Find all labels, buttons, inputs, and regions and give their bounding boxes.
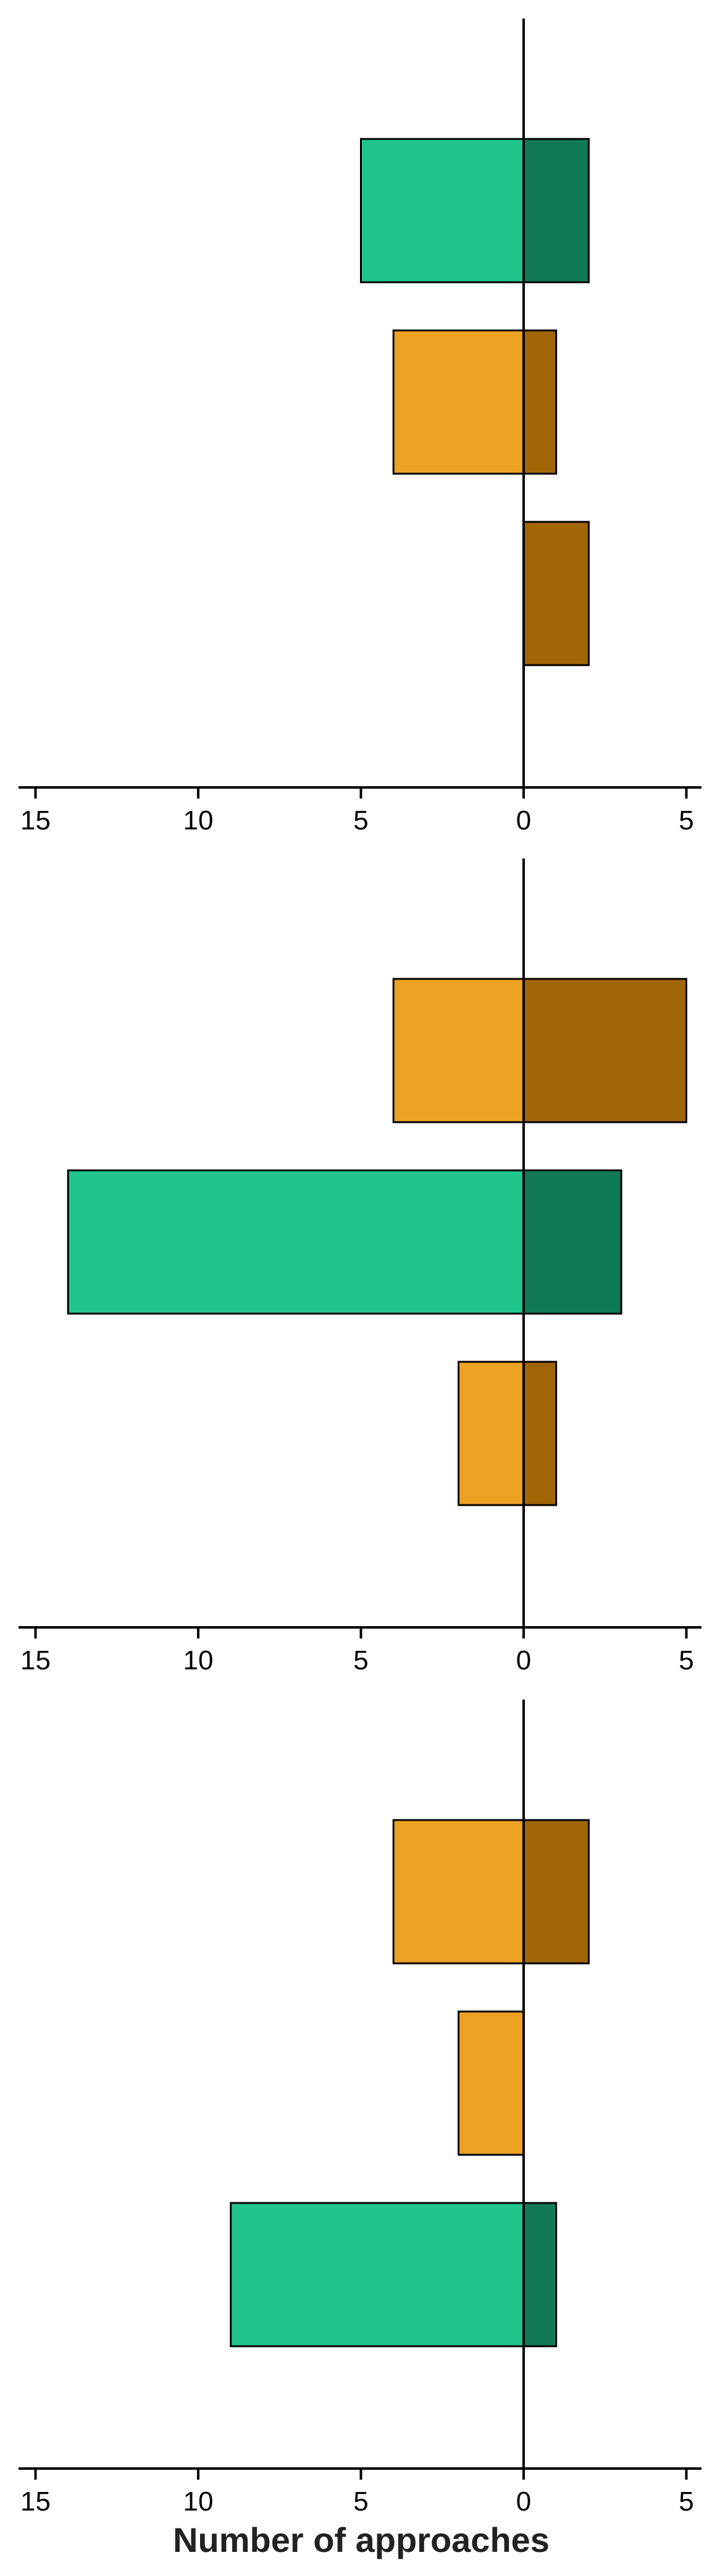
x-tick-label-3-4: 0 bbox=[516, 2486, 531, 2517]
bar-left-3-2 bbox=[458, 2010, 525, 2156]
x-tick-label-1-2: 10 bbox=[183, 805, 214, 836]
bar-left-1-2 bbox=[392, 329, 525, 475]
bar-left-2-1 bbox=[392, 978, 525, 1123]
x-tick-label-1-4: 0 bbox=[516, 805, 531, 836]
bar-right-1-1 bbox=[522, 138, 590, 283]
x-tick-label-1-5: 5 bbox=[679, 805, 693, 836]
x-tick-label-2-4: 0 bbox=[516, 1645, 531, 1676]
x-axis-title: Number of approaches bbox=[173, 2520, 550, 2559]
bar-right-2-3 bbox=[522, 1361, 558, 1506]
x-tick-label-2-1: 15 bbox=[20, 1645, 51, 1676]
bar-right-2-1 bbox=[522, 978, 687, 1123]
chart-panel-1: 15 10 5 0 5 bbox=[19, 19, 701, 836]
chart-panel-2: 15 10 5 0 5 bbox=[19, 858, 701, 1676]
bar-left-2-3 bbox=[458, 1361, 525, 1506]
x-tick-label-3-3: 5 bbox=[353, 2486, 368, 2517]
x-tick-label-2-3: 5 bbox=[353, 1645, 368, 1676]
bar-right-2-2 bbox=[522, 1169, 622, 1315]
bar-left-1-1 bbox=[360, 138, 525, 283]
bar-right-3-3 bbox=[522, 2202, 558, 2347]
x-tick-label-1-1: 15 bbox=[20, 805, 51, 836]
bar-left-3-3 bbox=[230, 2202, 525, 2347]
bar-right-1-2 bbox=[522, 329, 558, 475]
x-tick-label-3-5: 5 bbox=[679, 2486, 693, 2517]
x-tick-label-3-1: 15 bbox=[20, 2486, 51, 2517]
bar-right-3-1 bbox=[522, 1819, 590, 1965]
x-tick-label-3-2: 10 bbox=[183, 2486, 214, 2517]
x-tick-label-1-3: 5 bbox=[353, 805, 368, 836]
bar-left-2-2 bbox=[67, 1169, 525, 1315]
bar-left-3-1 bbox=[392, 1819, 525, 1965]
x-tick-label-2-5: 5 bbox=[679, 1645, 693, 1676]
bar-right-1-3 bbox=[522, 521, 590, 666]
x-tick-label-2-2: 10 bbox=[183, 1645, 214, 1676]
